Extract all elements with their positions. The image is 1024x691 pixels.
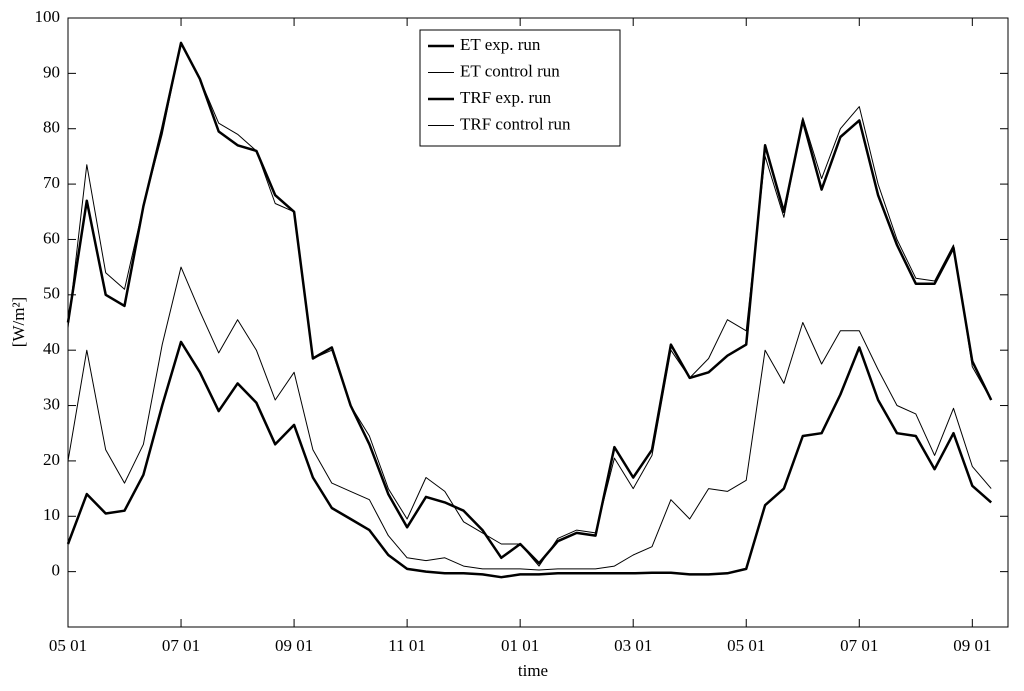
x-axis-label: time xyxy=(518,661,548,680)
y-tick-label: 80 xyxy=(43,118,60,137)
x-tick-label: 01 01 xyxy=(501,636,539,655)
y-tick-label: 0 xyxy=(52,561,61,580)
x-tick-label: 11 01 xyxy=(388,636,426,655)
series-line xyxy=(66,41,993,565)
legend-label: ET control run xyxy=(460,61,560,80)
x-tick-label: 05 01 xyxy=(727,636,765,655)
y-tick-label: 90 xyxy=(43,62,60,81)
x-tick-label: 03 01 xyxy=(614,636,652,655)
x-tick-label: 07 01 xyxy=(162,636,200,655)
y-tick-label: 20 xyxy=(43,450,60,469)
legend-label: TRF control run xyxy=(460,114,571,133)
y-tick-label: 10 xyxy=(43,505,60,524)
legend-label: ET exp. run xyxy=(460,35,541,54)
legend-label: TRF exp. run xyxy=(460,88,552,107)
series-line xyxy=(67,266,992,571)
y-tick-label: 50 xyxy=(43,284,60,303)
legend-box xyxy=(419,29,621,147)
y-axis-label: [W/m²] xyxy=(9,297,28,347)
series-line xyxy=(66,340,993,579)
y-tick-label: 40 xyxy=(43,339,60,358)
y-tick-label: 60 xyxy=(43,228,60,247)
x-tick-label: 07 01 xyxy=(840,636,878,655)
x-tick-label: 09 01 xyxy=(953,636,991,655)
x-tick-label: 05 01 xyxy=(49,636,87,655)
y-tick-label: 70 xyxy=(43,173,60,192)
y-tick-label: 100 xyxy=(35,7,61,26)
series-line xyxy=(67,42,992,567)
y-tick-label: 30 xyxy=(43,394,60,413)
x-tick-label: 09 01 xyxy=(275,636,313,655)
